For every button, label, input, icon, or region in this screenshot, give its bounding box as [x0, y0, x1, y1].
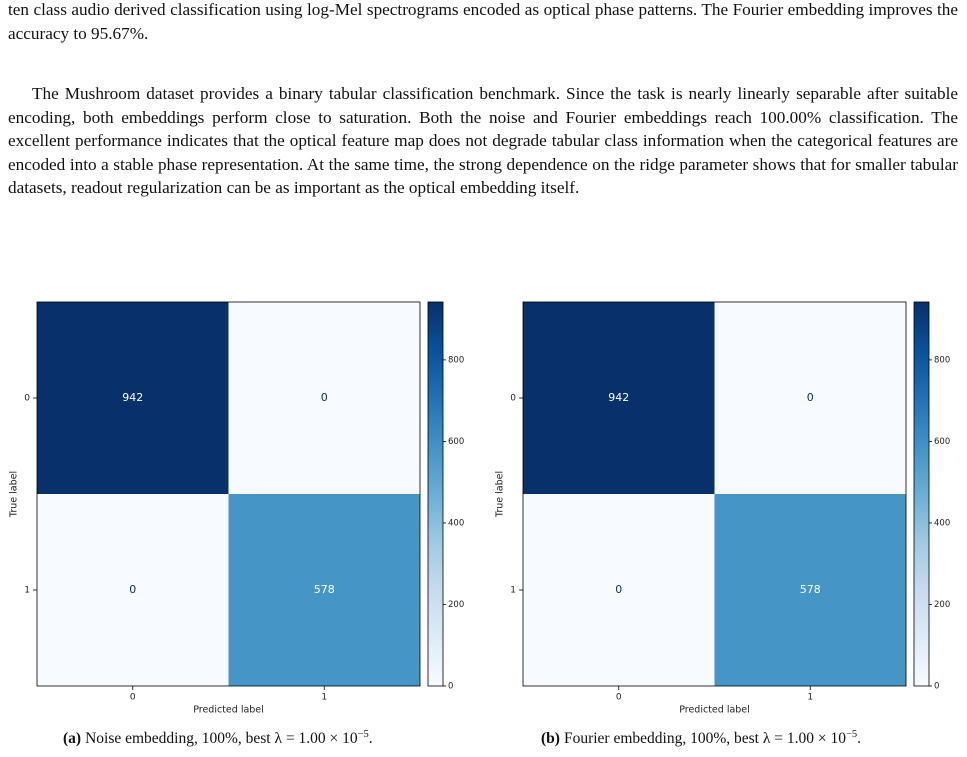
heatmap-cell [523, 302, 715, 494]
cell-label: 0 [615, 583, 622, 596]
y-tick-label: 1 [24, 586, 30, 596]
cell-label: 942 [122, 391, 143, 404]
colorbar-tick-label: 600 [448, 437, 464, 447]
plot-frame [522, 301, 907, 687]
heatmap-cell [37, 494, 229, 686]
cell-label: 578 [314, 583, 335, 596]
cell-label: 0 [807, 391, 814, 404]
cell-label: 942 [608, 391, 629, 404]
colorbar-tick-label: 600 [934, 437, 950, 447]
y-axis-label: True label [495, 471, 506, 518]
heatmap-cell [523, 494, 715, 686]
colorbar-tick-label: 800 [448, 355, 464, 365]
colorbar-tick-label: 200 [934, 600, 950, 610]
plot-frame [36, 301, 421, 687]
x-tick-label: 1 [321, 693, 327, 703]
colorbar-tick-label: 800 [934, 355, 950, 365]
caption-label: (a) [63, 730, 82, 748]
heatmap-cell [714, 494, 906, 686]
heatmap-cell [228, 302, 420, 494]
colorbar-tick-label: 400 [934, 518, 950, 528]
colorbar-tick-label: 0 [934, 682, 939, 692]
y-tick-label: 0 [510, 394, 516, 404]
caption-exponent: −5 [845, 729, 858, 740]
heatmap-cell [37, 302, 229, 494]
x-axis-label: Predicted label [193, 705, 264, 716]
x-tick-label: 0 [616, 693, 622, 703]
cell-label: 578 [800, 583, 821, 596]
colorbar [913, 301, 930, 687]
colorbar-tick-label: 400 [448, 518, 464, 528]
heatmap-cell [228, 494, 420, 686]
x-tick-label: 0 [130, 693, 136, 703]
x-tick-label: 1 [807, 693, 813, 703]
y-tick-label: 0 [24, 394, 30, 404]
caption-exponent: −5 [357, 729, 369, 740]
cell-label: 0 [321, 391, 328, 404]
x-axis-label: Predicted label [679, 705, 750, 716]
caption-end: . [857, 730, 862, 748]
heatmap-cell [714, 302, 906, 494]
caption-text: Noise embedding, 100%, best λ = 1.00 × 1… [85, 730, 358, 748]
y-tick-label: 1 [510, 586, 516, 596]
colorbar-tick-label: 200 [448, 600, 464, 610]
caption: (a) Noise embedding, 100%, best λ = 1.00 … [63, 729, 373, 748]
caption-end: . [368, 730, 373, 748]
y-axis-label: True label [9, 471, 20, 518]
paragraph: ten class audio derived classification u… [8, 0, 958, 43]
colorbar-tick-label: 0 [448, 682, 453, 692]
caption-label: (b) [541, 730, 560, 748]
paragraph: The Mushroom dataset provides a binary t… [8, 84, 958, 198]
colorbar [427, 301, 444, 687]
caption: (b) Fourier embedding, 100%, best λ = 1.0… [541, 729, 861, 748]
cell-label: 0 [129, 583, 136, 596]
caption-text: Fourier embedding, 100%, best λ = 1.00 ×… [563, 730, 846, 748]
